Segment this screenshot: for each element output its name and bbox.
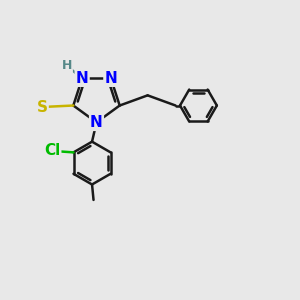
Text: S: S (37, 100, 48, 115)
Text: H: H (61, 59, 72, 72)
Text: N: N (90, 115, 103, 130)
Text: N: N (76, 71, 88, 86)
Text: Cl: Cl (44, 143, 60, 158)
Text: N: N (104, 71, 117, 86)
